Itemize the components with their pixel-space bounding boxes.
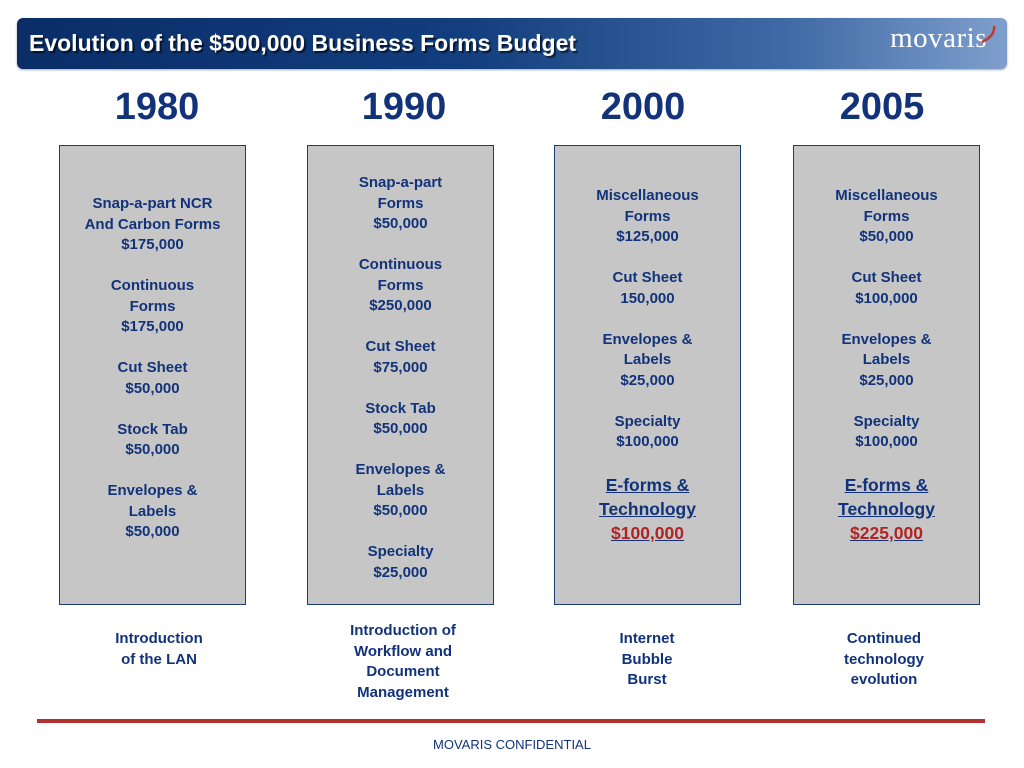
budget-item: Cut Sheet $50,000 — [117, 359, 188, 397]
budget-item: Specialty $25,000 — [367, 543, 434, 581]
event-2005: Continued technology evolution — [843, 630, 924, 688]
eforms-amount: $225,000 — [850, 523, 923, 543]
budget-item: Envelopes & Labels $50,000 — [355, 461, 446, 519]
budget-item: Miscellaneous Forms $50,000 — [835, 187, 938, 245]
title-bar: Evolution of the $500,000 Business Forms… — [17, 18, 1007, 69]
slide-title: Evolution of the $500,000 Business Forms… — [29, 30, 577, 56]
budget-item: Envelopes & Labels $25,000 — [602, 330, 693, 389]
budget-item: Envelopes & Labels $50,000 — [107, 482, 198, 540]
event-1990: Introduction of Workflow and Document Ma… — [350, 622, 456, 701]
movaris-logo: movaris — [890, 22, 987, 54]
budget-item: Stock Tab $50,000 — [365, 399, 436, 438]
year-1990: 1990 — [361, 86, 447, 128]
budget-box-2005: Miscellaneous Forms $50,000 Cut Sheet $1… — [793, 145, 980, 605]
budget-item: Cut Sheet $75,000 — [365, 338, 436, 376]
year-2000: 2000 — [600, 86, 686, 128]
event-1980: Introduction of the LAN — [115, 630, 203, 668]
budget-item: Continuous Forms $175,000 — [110, 277, 195, 335]
budget-box-2000: Miscellaneous Forms $125,000 Cut Sheet 1… — [554, 145, 741, 605]
footer-confidential: MOVARIS CONFIDENTIAL — [433, 737, 591, 752]
logo-swoosh-icon — [981, 25, 996, 44]
budget-item: Stock Tab $50,000 — [117, 420, 188, 459]
budget-box-1990: Snap-a-part Forms $50,000 Continuous For… — [307, 145, 494, 605]
eforms-technology-highlight: E-forms & Technology $225,000 — [794, 473, 979, 545]
footer-divider — [37, 719, 985, 723]
event-2000: Internet Bubble Burst — [619, 630, 675, 688]
year-2005: 2005 — [839, 86, 925, 128]
budget-item: Cut Sheet $100,000 — [851, 269, 922, 307]
year-1980: 1980 — [114, 86, 200, 128]
budget-item: Snap-a-part NCR And Carbon Forms $175,00… — [84, 195, 221, 253]
budget-item: Specialty $100,000 — [853, 412, 920, 451]
budget-item: Continuous Forms $250,000 — [358, 256, 443, 314]
budget-item: Envelopes & Labels $25,000 — [841, 330, 932, 389]
budget-item: Cut Sheet 150,000 — [612, 269, 683, 307]
budget-item: Snap-a-part Forms $50,000 — [358, 174, 443, 232]
eforms-technology-highlight: E-forms & Technology $100,000 — [555, 473, 740, 545]
budget-item: Specialty $100,000 — [614, 412, 681, 451]
eforms-amount: $100,000 — [611, 523, 684, 543]
budget-box-1980: Snap-a-part NCR And Carbon Forms $175,00… — [59, 145, 246, 605]
budget-item: Miscellaneous Forms $125,000 — [596, 187, 699, 245]
